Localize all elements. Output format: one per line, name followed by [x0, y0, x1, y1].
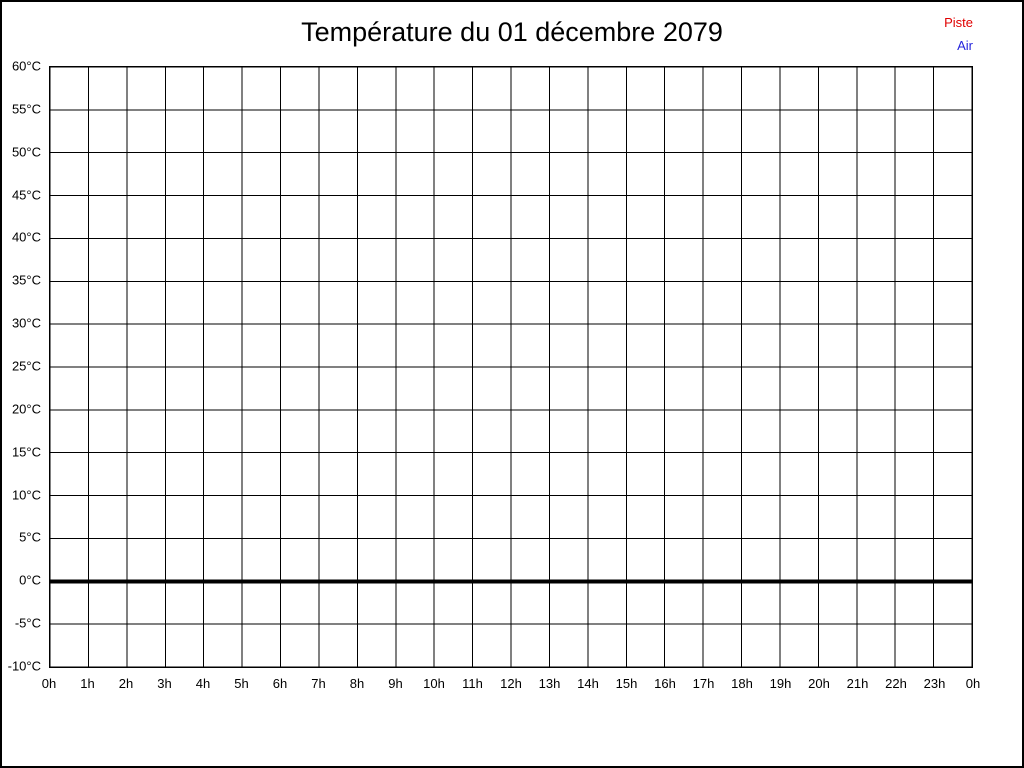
y-tick-label: 15°C: [11, 444, 41, 460]
x-tick-label: 3h: [157, 676, 172, 691]
x-tick-label: 10h: [423, 676, 445, 691]
x-tick-label: 18h: [731, 676, 753, 691]
y-tick-label: 30°C: [11, 315, 41, 331]
legend: Piste Air: [944, 11, 973, 57]
y-tick-label: 60°C: [11, 58, 41, 74]
y-tick-label: -5°C: [14, 615, 41, 631]
x-tick-label: 19h: [769, 676, 792, 691]
y-tick-label: 40°C: [11, 229, 41, 245]
y-tick-label: -10°C: [7, 658, 41, 674]
x-tick-label: 22h: [885, 676, 907, 691]
y-tick-label: 50°C: [11, 144, 41, 160]
y-tick-label: 5°C: [19, 529, 41, 545]
x-tick-label: 14h: [577, 676, 599, 691]
y-tick-label: 45°C: [11, 187, 41, 203]
x-tick-label: 16h: [654, 676, 676, 691]
x-tick-label: 11h: [462, 676, 483, 691]
y-tick-label: 55°C: [11, 101, 41, 117]
x-tick-label: 15h: [615, 676, 638, 691]
x-tick-label: 0h: [41, 676, 57, 691]
x-tick-label: 2h: [118, 676, 134, 691]
plot-area: [49, 66, 973, 668]
grid-svg: [50, 67, 972, 667]
x-axis-labels: 0h 1h 2h 3h 4h 5h 6h 7h 8h 9h 10h 11h 12h 13h 14h 15h 16…: [42, 676, 980, 694]
x-tick-label: 1h: [80, 676, 95, 691]
y-axis-labels: 60°C 55°C 50°C 45°C 40°C 35°C 30°C 25°C 20°C 15°C…: [0, 59, 45, 674]
y-tick-label: 20°C: [11, 401, 41, 417]
x-tick-label: 5h: [234, 676, 249, 691]
x-tick-label: 20h: [808, 676, 830, 691]
x-tick-label: 13h: [538, 676, 561, 691]
x-tick-label: 8h: [349, 676, 365, 691]
page-title: Température du 01 décembre 2079: [301, 17, 723, 47]
x-tick-label: 23h: [923, 676, 946, 691]
legend-item-air: Air: [957, 38, 973, 53]
x-tick-label: 21h: [846, 676, 869, 691]
x-tick-label: 12h: [500, 676, 522, 691]
x-tick-label: 6h: [272, 676, 288, 691]
x-tick-label: 4h: [195, 676, 211, 691]
y-tick-label: 25°C: [11, 358, 41, 374]
y-tick-label: 35°C: [11, 272, 41, 288]
x-tick-label: 9h: [388, 676, 403, 691]
x-tick-label: 17h: [692, 676, 715, 691]
x-tick-label: 0h: [965, 676, 981, 691]
legend-item-piste: Piste: [944, 15, 973, 30]
y-tick-label: 0°C: [19, 572, 41, 588]
x-tick-label: 7h: [311, 676, 326, 691]
y-tick-label: 10°C: [11, 487, 41, 503]
